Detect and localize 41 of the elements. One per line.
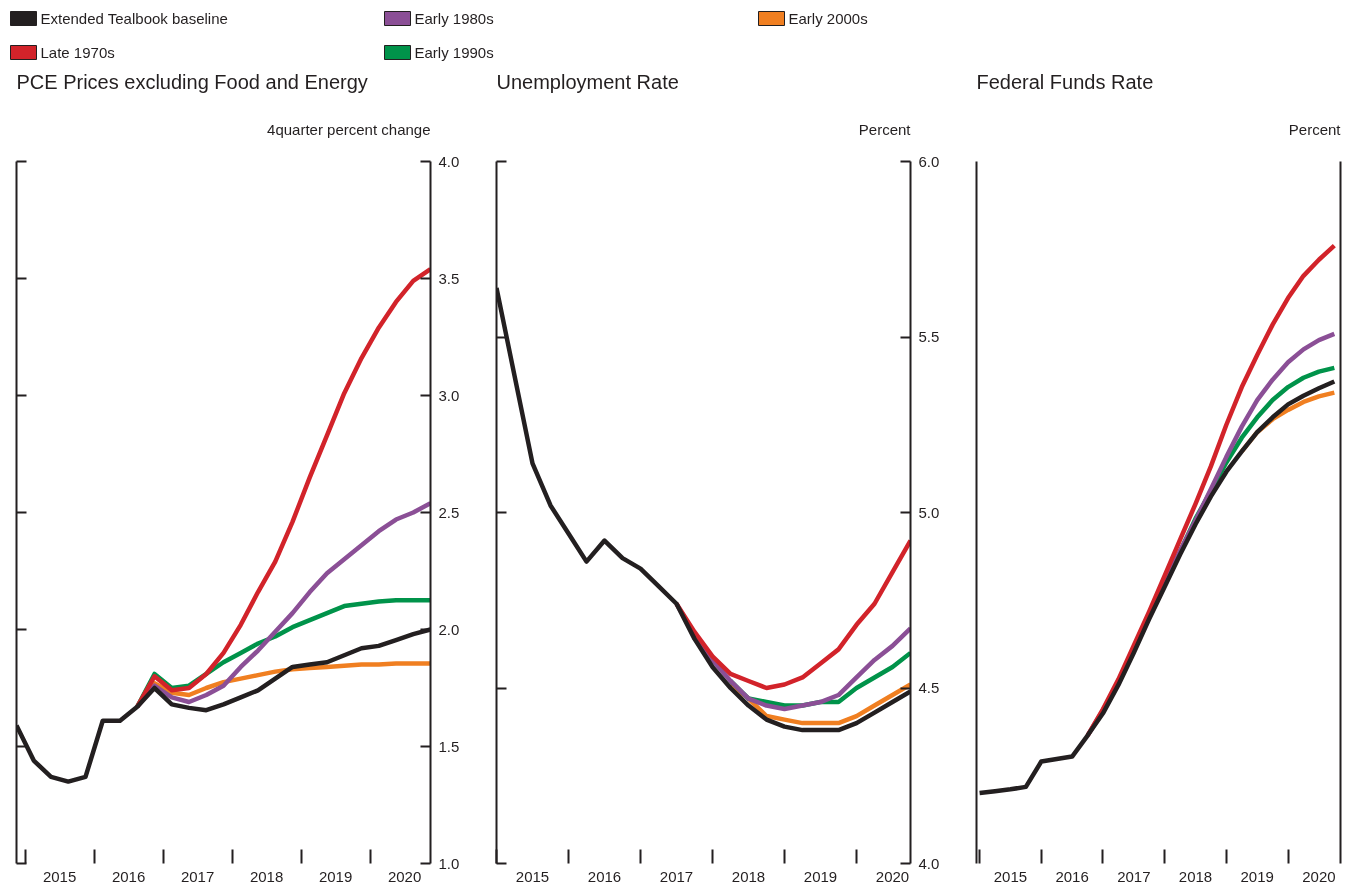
x-tick-label: 2015 xyxy=(993,867,1028,884)
x-tick-label: 2019 xyxy=(803,867,838,884)
x-tick-label: 2015 xyxy=(42,867,77,884)
y-tick-label: 5.5 xyxy=(918,328,940,345)
y-tick-label: 3.5 xyxy=(438,269,460,287)
chart-title: Federal Funds Rate xyxy=(976,70,1154,93)
legend-label: Early 1980s xyxy=(414,10,494,27)
legend-label: Early 1990s xyxy=(414,44,494,61)
y-axis-title: Percent xyxy=(858,120,912,138)
y-tick-label: 2.5 xyxy=(438,503,460,521)
y-axis-title: Percent xyxy=(1288,120,1342,138)
legend-label: Early 2000s xyxy=(788,10,868,27)
x-tick-label: 2017 xyxy=(659,867,694,884)
x-tick-label: 2016 xyxy=(111,867,146,884)
chart-title: Unemployment Rate xyxy=(496,70,679,93)
y-tick-label: 4.5 xyxy=(918,679,940,696)
x-tick-label: 2016 xyxy=(587,867,622,884)
y-tick-label: 1.0 xyxy=(438,854,460,872)
y-tick-label: 3.0 xyxy=(438,386,460,404)
y-tick-label: 4.0 xyxy=(918,854,940,872)
y-tick-label: 2.0 xyxy=(438,620,460,638)
x-tick-label: 2017 xyxy=(180,867,215,884)
x-tick-label: 2018 xyxy=(1178,867,1213,884)
y-tick-label: 6.0 xyxy=(918,152,940,170)
legend-label: Extended Tealbook baseline xyxy=(40,10,228,27)
legend-label: Late 1970s xyxy=(40,44,115,61)
y-axis-title: 4quarter percent change xyxy=(267,120,431,138)
x-tick-label: 2018 xyxy=(249,867,284,884)
x-tick-label: 2020 xyxy=(387,867,422,884)
x-tick-label: 2020 xyxy=(875,867,910,884)
x-tick-label: 2019 xyxy=(318,867,353,884)
x-tick-label: 2020 xyxy=(1302,867,1336,884)
x-tick-label: 2017 xyxy=(1117,867,1151,884)
y-tick-label: 1.5 xyxy=(438,737,460,755)
x-tick-label: 2019 xyxy=(1240,867,1274,884)
x-tick-label: 2018 xyxy=(731,867,766,884)
chart-title: PCE Prices excluding Food and Energy xyxy=(16,70,368,93)
y-tick-label: 5.0 xyxy=(918,503,940,521)
x-tick-label: 2015 xyxy=(515,867,550,884)
x-tick-label: 2016 xyxy=(1055,867,1089,884)
y-tick-label: 4.0 xyxy=(438,152,460,170)
